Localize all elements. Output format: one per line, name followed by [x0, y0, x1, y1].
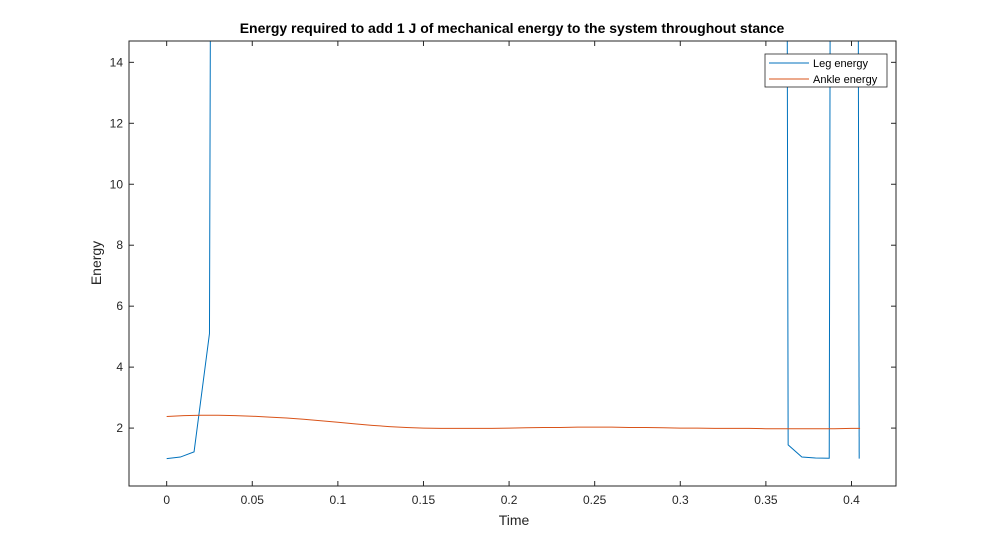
ticks-layer: 0 0.05 0.1 0.15 0.2 0.25 0.3 0.35 0.4 2 4 6 8 10 12 14: [110, 41, 896, 507]
legend-box: [764, 53, 888, 88]
series-layer: [166, 40, 861, 460]
chart-title: Energy required to add 1 J of mechanical…: [240, 20, 785, 36]
plot-area: [129, 41, 896, 486]
y-tick-label: 4: [116, 360, 123, 374]
x-tick-label: 0.1: [330, 493, 347, 507]
x-axis-label: Time: [499, 512, 530, 528]
y-tick-label: 14: [110, 55, 124, 69]
x-tick-label: 0.4: [843, 493, 860, 507]
x-tick-label: 0.2: [501, 493, 518, 507]
legend-label-leg-energy: Leg energy: [813, 58, 869, 70]
x-tick-label: 0.15: [412, 493, 436, 507]
y-tick-label: 12: [110, 116, 124, 130]
series-line-leg-energy: [857, 40, 860, 459]
legend-label-ankle-energy: Ankle energy: [813, 74, 878, 86]
series-line-leg-energy: [786, 40, 831, 459]
x-tick-label: 0: [163, 493, 170, 507]
legend[interactable]: Leg energy Ankle energy: [764, 53, 888, 88]
y-tick-label: 6: [116, 299, 123, 313]
series-line-leg-energy: [166, 40, 211, 460]
y-tick-label: 10: [110, 177, 124, 191]
x-tick-label: 0.05: [241, 493, 265, 507]
x-tick-label: 0.3: [672, 493, 689, 507]
x-tick-label: 0.35: [754, 493, 778, 507]
y-tick-label: 2: [116, 421, 123, 435]
y-tick-label: 8: [116, 238, 123, 252]
series-line-ankle-energy: [166, 414, 861, 430]
x-tick-label: 0.25: [583, 493, 607, 507]
axes-box: [128, 40, 897, 487]
y-axis-label: Energy: [88, 241, 104, 285]
